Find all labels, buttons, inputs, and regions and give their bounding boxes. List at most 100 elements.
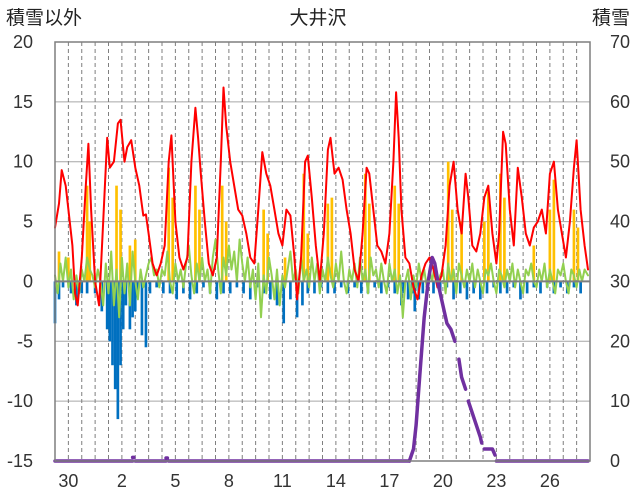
blue-bar: [248, 281, 252, 300]
yellow-bar: [88, 221, 92, 282]
blue-bar: [108, 281, 112, 342]
blue-bar: [188, 281, 192, 300]
blue-bar: [539, 281, 542, 294]
yellow-bar: [283, 257, 287, 282]
yellow-bar: [576, 227, 580, 282]
x-tick-label: 26: [540, 471, 560, 491]
blue-bar: [222, 281, 225, 294]
yellow-bar: [326, 203, 330, 282]
blue-bar: [289, 281, 292, 300]
blue-bar: [144, 281, 148, 348]
blue-bar: [472, 281, 475, 294]
blue-bar: [572, 281, 576, 288]
purple-series-segment: [466, 399, 484, 445]
yellow-bar: [499, 173, 502, 282]
blue-bar: [478, 281, 482, 300]
right-tick-label: 60: [610, 92, 630, 112]
blue-bar: [525, 281, 529, 294]
right-tick-label: 70: [610, 32, 630, 52]
blue-bar: [306, 281, 310, 294]
blue-bar: [105, 281, 109, 330]
blue-bar: [432, 281, 435, 294]
blue-bar: [175, 281, 179, 300]
blue-bar: [413, 281, 417, 312]
x-tick-label: 2: [117, 471, 127, 491]
blue-bar: [131, 281, 134, 318]
tick-labels: 20 70 15 60 10 50 5 40 0 30 -5 20 -10 10 -15 0 30 2 5 8 11 14…: [7, 32, 630, 491]
blue-bar: [140, 281, 144, 336]
yellow-bar: [119, 209, 122, 282]
blue-bar: [275, 281, 279, 306]
yellow-bar: [503, 197, 506, 282]
yellow-bar: [57, 251, 61, 282]
right-tick-label: 50: [610, 152, 630, 172]
blue-bar: [505, 281, 509, 294]
blue-bar: [242, 281, 245, 294]
blue-bar: [326, 281, 330, 294]
yellow-bar: [262, 209, 265, 282]
blue-bar: [113, 281, 117, 390]
yellow-bar: [194, 185, 197, 282]
blue-bar: [458, 281, 462, 294]
yellow-bar: [446, 161, 450, 282]
yellow-bar: [487, 191, 490, 282]
left-tick-label: 10: [13, 152, 33, 172]
blue-bar: [119, 281, 122, 366]
yellow-bar: [330, 197, 334, 282]
purple-series-segment: [482, 447, 497, 457]
yellow-bar: [393, 185, 397, 282]
yellow-bar: [363, 173, 367, 282]
red-series-line: [54, 86, 589, 307]
blue-bar: [61, 281, 65, 288]
blue-bar: [301, 281, 304, 306]
yellow-bar: [128, 245, 132, 282]
yellow-bar: [450, 209, 454, 282]
blue-bar: [124, 281, 128, 306]
yellow-bar: [572, 209, 576, 282]
blue-bar: [133, 281, 137, 312]
blue-bar: [579, 281, 582, 294]
x-tick-label: 11: [273, 471, 292, 491]
x-tick-label: 5: [170, 471, 180, 491]
blue-bar: [269, 281, 272, 300]
blue-bar: [162, 281, 165, 294]
yellow-bar: [483, 221, 486, 282]
yellow-bar: [171, 197, 175, 282]
right-axis-title: 積雪: [592, 7, 630, 29]
yellow-bar: [167, 167, 171, 282]
blue-bar: [359, 281, 363, 294]
yellow-bar: [532, 245, 536, 282]
blue-bar: [235, 281, 239, 288]
blue-bar: [80, 281, 84, 294]
blue-bar: [485, 281, 489, 294]
yellow-bar: [67, 257, 70, 282]
blue-bar: [282, 281, 286, 324]
yellow-bar: [85, 185, 89, 282]
blue-bar: [69, 281, 73, 294]
blue-bar: [380, 281, 383, 294]
right-tick-label: 0: [610, 451, 620, 471]
blue-bar: [168, 281, 172, 294]
blue-bar: [339, 281, 343, 288]
left-tick-label: -15: [7, 451, 33, 471]
blue-bar: [406, 281, 410, 300]
blue-bar: [519, 281, 522, 300]
yellow-bar: [115, 185, 118, 282]
blue-bar: [215, 281, 219, 300]
blue-bar: [465, 281, 469, 300]
purple-series-segment: [457, 357, 468, 391]
series-red-line: [54, 86, 589, 307]
blue-bar: [499, 281, 502, 294]
yellow-bar: [548, 209, 552, 282]
blue-bar: [373, 281, 376, 288]
blue-bar: [421, 281, 425, 294]
blue-bar: [111, 281, 114, 366]
blue-bar: [202, 281, 205, 288]
left-tick-label: -10: [7, 391, 33, 411]
blue-bar: [121, 281, 125, 330]
series-yellow-bars: [57, 161, 580, 282]
yellow-bar: [552, 179, 556, 282]
blue-bar: [136, 281, 140, 294]
left-tick-label: 15: [13, 92, 33, 112]
